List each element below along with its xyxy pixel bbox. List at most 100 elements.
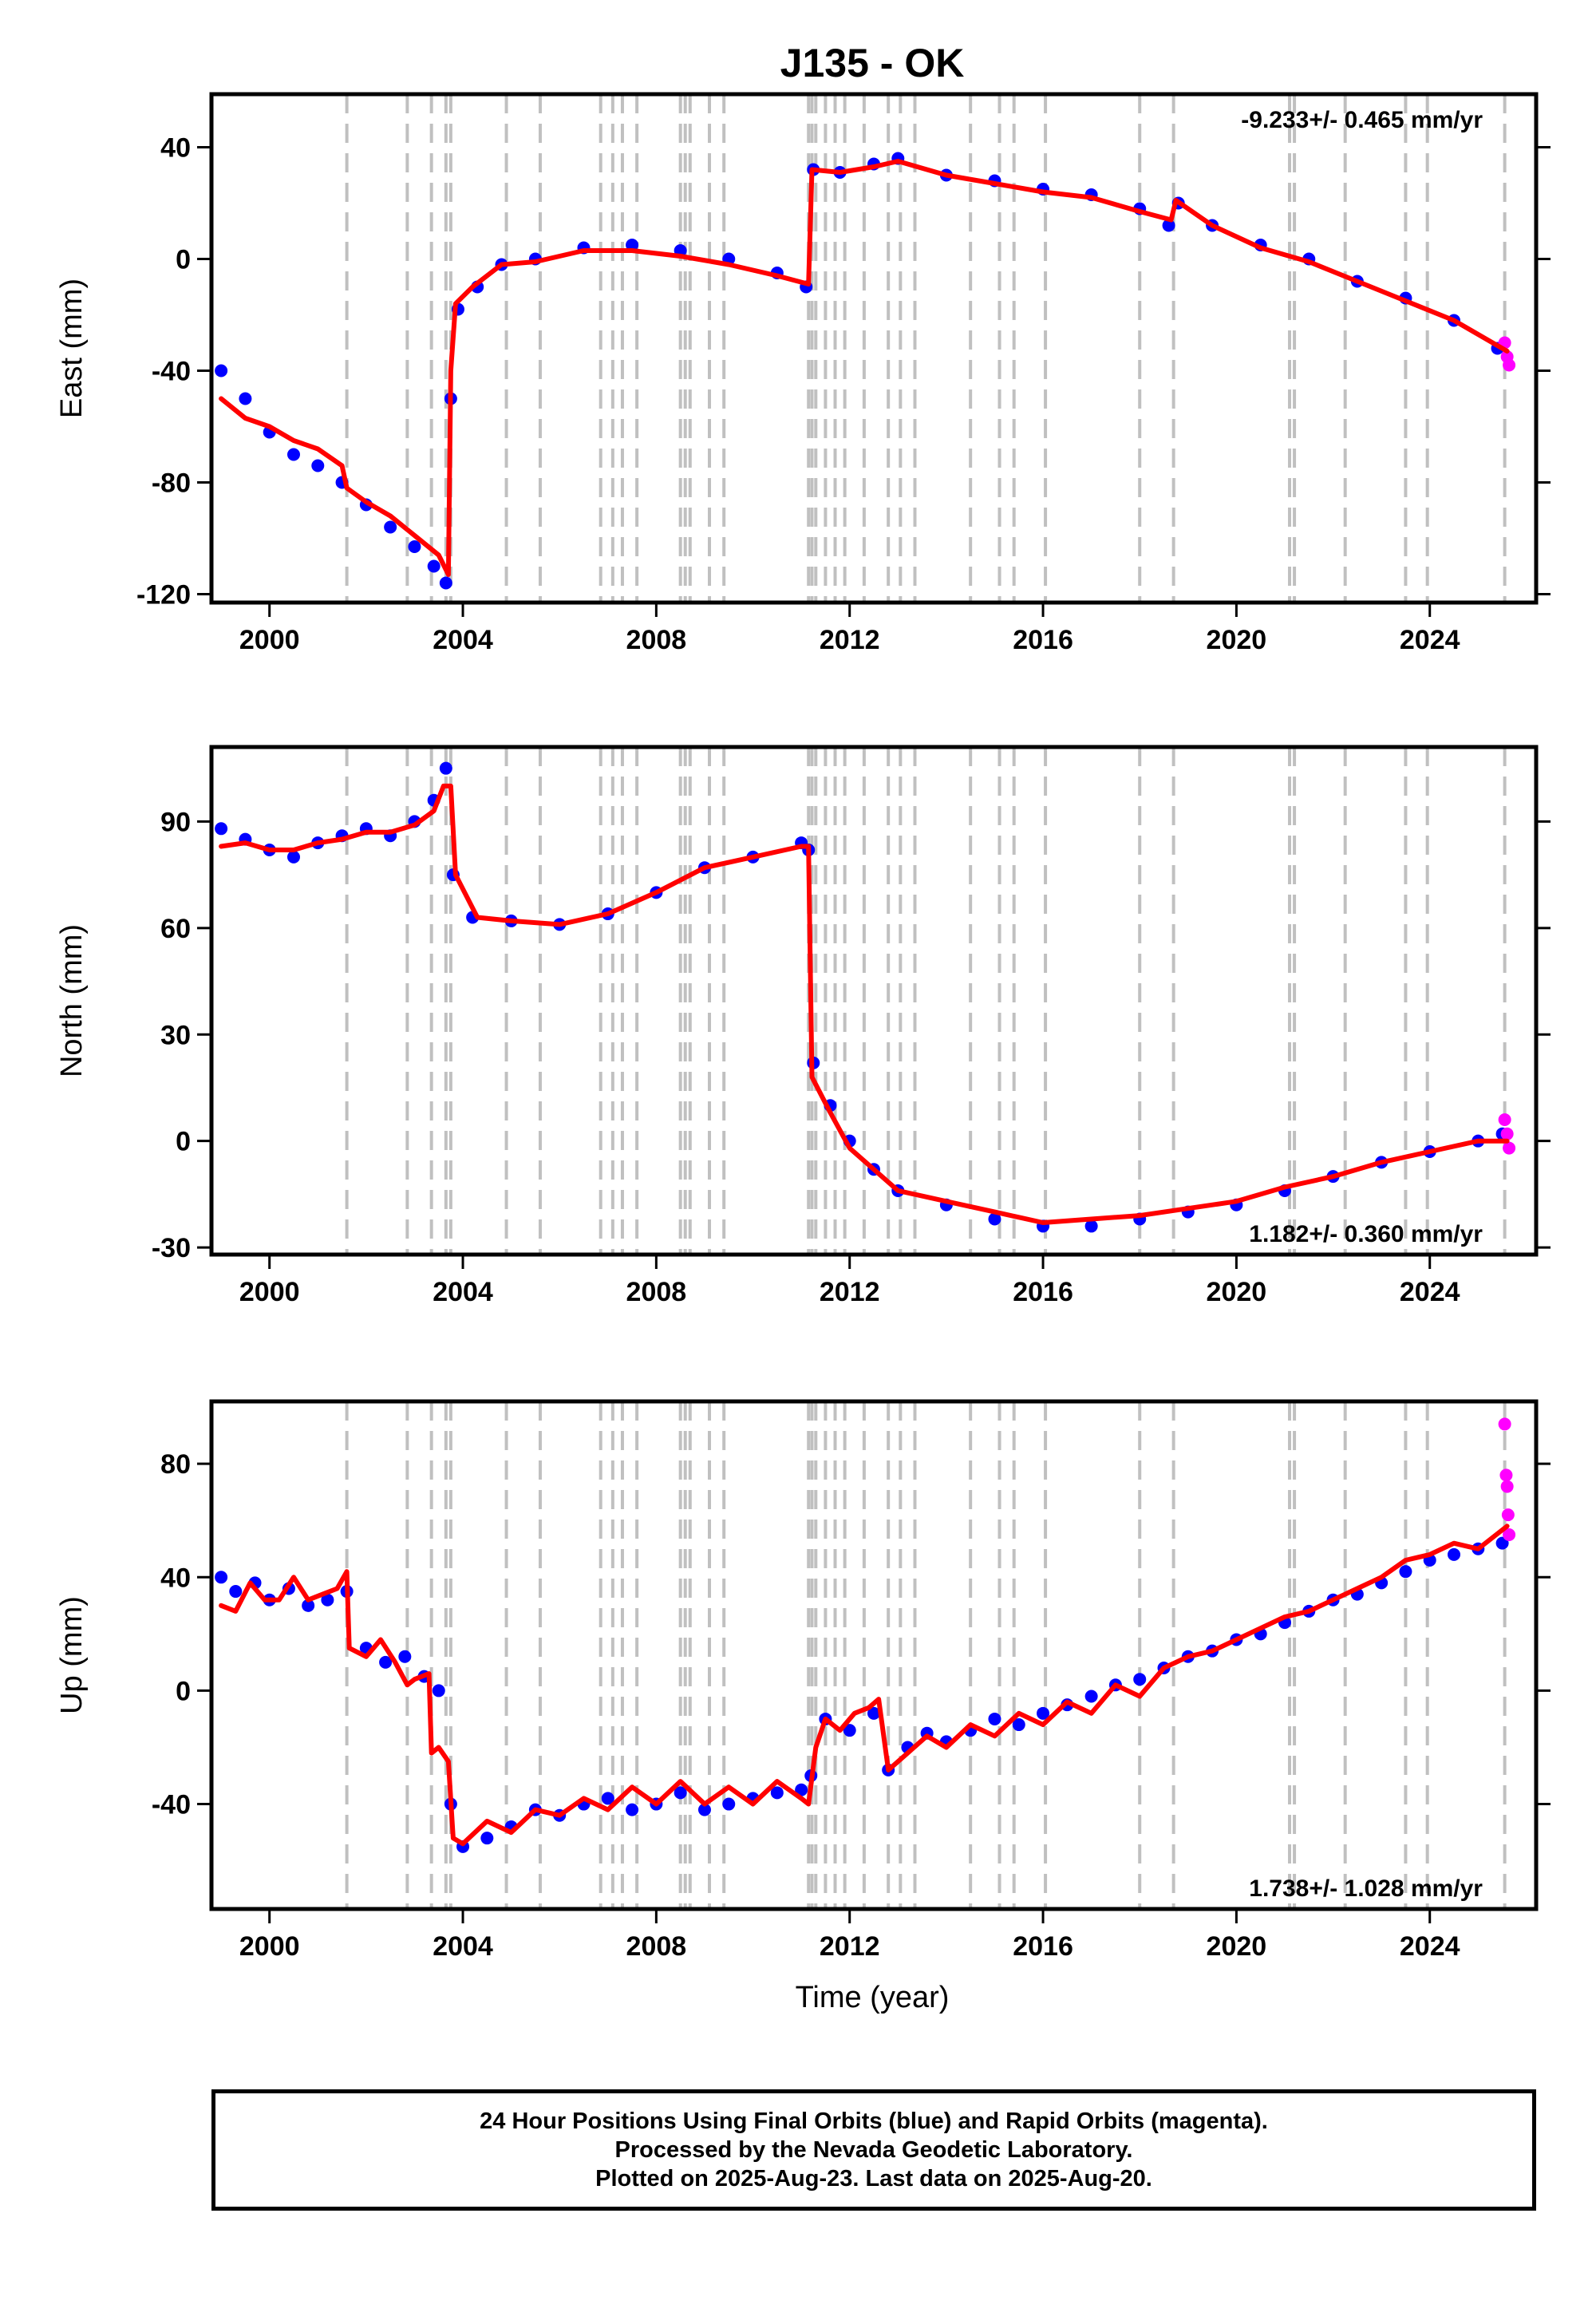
final-orbit-point bbox=[229, 1585, 243, 1599]
final-orbit-point bbox=[1133, 1673, 1147, 1686]
plot-area bbox=[215, 747, 1516, 1255]
final-orbit-point bbox=[843, 1724, 856, 1737]
final-orbit-point bbox=[439, 576, 452, 590]
final-orbit-point bbox=[1037, 1706, 1050, 1720]
y-tick-label: -30 bbox=[152, 1233, 191, 1263]
rapid-orbit-point bbox=[1503, 358, 1516, 372]
rapid-orbit-point bbox=[1501, 1508, 1515, 1522]
model-fit-line bbox=[219, 783, 1510, 1225]
final-orbit-point bbox=[379, 1655, 393, 1669]
y-axis-label: East (mm) bbox=[55, 279, 89, 418]
final-orbit-point bbox=[1084, 1690, 1098, 1703]
rapid-orbit-point bbox=[1499, 1468, 1513, 1482]
y-tick-label: 40 bbox=[160, 1563, 191, 1593]
y-tick-label: -40 bbox=[152, 357, 191, 387]
final-orbit-point bbox=[626, 1803, 639, 1816]
plot-area bbox=[215, 1401, 1516, 1909]
x-tick-label: 2024 bbox=[1400, 1931, 1460, 1962]
x-tick-label: 2004 bbox=[433, 1931, 493, 1962]
x-tick-label: 2020 bbox=[1207, 1931, 1267, 1962]
final-orbit-point bbox=[697, 1803, 711, 1816]
final-orbit-point bbox=[239, 392, 252, 405]
final-orbit-point bbox=[722, 1797, 736, 1811]
final-orbit-point bbox=[286, 850, 300, 864]
x-tick-label: 2012 bbox=[820, 1277, 880, 1307]
final-orbit-point bbox=[427, 559, 440, 573]
final-orbit-point bbox=[408, 540, 421, 553]
final-orbit-point bbox=[1162, 219, 1175, 232]
x-tick-label: 2024 bbox=[1400, 1277, 1460, 1307]
plot-area bbox=[215, 94, 1516, 603]
y-tick-label: -80 bbox=[152, 468, 191, 499]
x-tick-label: 2008 bbox=[626, 625, 687, 655]
final-orbit-point bbox=[215, 822, 228, 836]
final-orbit-point bbox=[311, 459, 325, 472]
x-tick-label: 2012 bbox=[820, 1931, 880, 1962]
x-tick-label: 2000 bbox=[239, 625, 300, 655]
rapid-orbit-point bbox=[1500, 1480, 1514, 1493]
caption-line-1: 24 Hour Positions Using Final Orbits (bl… bbox=[480, 2109, 1268, 2134]
final-orbit-point bbox=[1448, 1547, 1461, 1561]
final-orbit-point bbox=[1495, 1536, 1509, 1550]
y-axis-label: North (mm) bbox=[55, 924, 89, 1077]
x-tick-label: 2004 bbox=[433, 625, 493, 655]
final-orbit-point bbox=[988, 1212, 1001, 1226]
panel-east: -120 -80 -40 0 40 2000 2004 2008 2012 2016 2020 202… bbox=[55, 92, 1551, 655]
panel-north: -30 0 30 60 90 2000 2004 2008 2012 2016 2020 2024 No… bbox=[55, 745, 1551, 1307]
x-tick-label: 2016 bbox=[1013, 1277, 1073, 1307]
final-orbit-point bbox=[439, 761, 452, 775]
rate-annotation: 1.738+/- 1.028 mm/yr bbox=[1249, 1875, 1483, 1902]
rapid-orbit-point bbox=[1503, 1141, 1516, 1155]
final-orbit-point bbox=[321, 1593, 334, 1607]
x-tick-label: 2008 bbox=[626, 1931, 687, 1962]
final-orbit-point bbox=[988, 1712, 1001, 1725]
final-orbit-point bbox=[302, 1599, 315, 1612]
x-tick-label: 2016 bbox=[1013, 625, 1073, 655]
x-tick-label: 2012 bbox=[820, 625, 880, 655]
x-tick-label: 2020 bbox=[1207, 625, 1267, 655]
rapid-orbit-point bbox=[1498, 1113, 1511, 1126]
rapid-orbit-point bbox=[1500, 1127, 1514, 1140]
plot-frame bbox=[209, 745, 1539, 1257]
final-orbit-point bbox=[384, 520, 397, 534]
plot-frame bbox=[209, 1399, 1539, 1911]
model-fit-line bbox=[219, 159, 1510, 577]
panel-up: -40 0 40 80 2000 2004 2008 2012 2016 2020 2024 Up (… bbox=[55, 1399, 1551, 1962]
final-orbit-point bbox=[215, 364, 228, 377]
caption-line-3: Plotted on 2025-Aug-23. Last data on 202… bbox=[595, 2166, 1152, 2192]
final-orbit-point bbox=[674, 1786, 687, 1800]
y-tick-label: 90 bbox=[160, 807, 191, 837]
y-tick-label: 30 bbox=[160, 1020, 191, 1050]
x-tick-label: 2000 bbox=[239, 1277, 300, 1307]
figure-title: J135 - OK bbox=[780, 41, 965, 85]
final-orbit-point bbox=[1084, 1219, 1098, 1233]
x-tick-label: 2024 bbox=[1400, 625, 1460, 655]
y-tick-label: 80 bbox=[160, 1449, 191, 1480]
final-orbit-point bbox=[770, 1786, 784, 1800]
final-orbit-point bbox=[867, 1706, 880, 1720]
x-tick-label: 2016 bbox=[1013, 1931, 1073, 1962]
final-orbit-point bbox=[480, 1832, 494, 1845]
y-tick-label: 0 bbox=[176, 1676, 191, 1706]
x-tick-label: 2004 bbox=[433, 1277, 493, 1307]
final-orbit-point bbox=[432, 1684, 445, 1697]
y-axis-label: Up (mm) bbox=[55, 1596, 89, 1714]
final-orbit-point bbox=[215, 1571, 228, 1584]
caption-line-2: Processed by the Nevada Geodetic Laborat… bbox=[614, 2137, 1133, 2163]
y-tick-label: 60 bbox=[160, 914, 191, 944]
rate-annotation: 1.182+/- 0.360 mm/yr bbox=[1249, 1221, 1483, 1247]
final-orbit-point bbox=[795, 1783, 808, 1796]
y-tick-label: 0 bbox=[176, 1127, 191, 1157]
x-axis-label: Time (year) bbox=[796, 1981, 950, 2014]
y-tick-label: 0 bbox=[176, 245, 191, 275]
final-orbit-point bbox=[398, 1650, 412, 1663]
caption-box: 24 Hour Positions Using Final Orbits (bl… bbox=[211, 2089, 1536, 2211]
final-orbit-point bbox=[1012, 1718, 1025, 1732]
y-tick-label: -120 bbox=[136, 580, 191, 611]
final-orbit-point bbox=[1399, 1565, 1412, 1579]
y-tick-label: -40 bbox=[152, 1790, 191, 1820]
final-orbit-point bbox=[286, 448, 300, 461]
x-tick-label: 2000 bbox=[239, 1931, 300, 1962]
x-tick-label: 2008 bbox=[626, 1277, 687, 1307]
